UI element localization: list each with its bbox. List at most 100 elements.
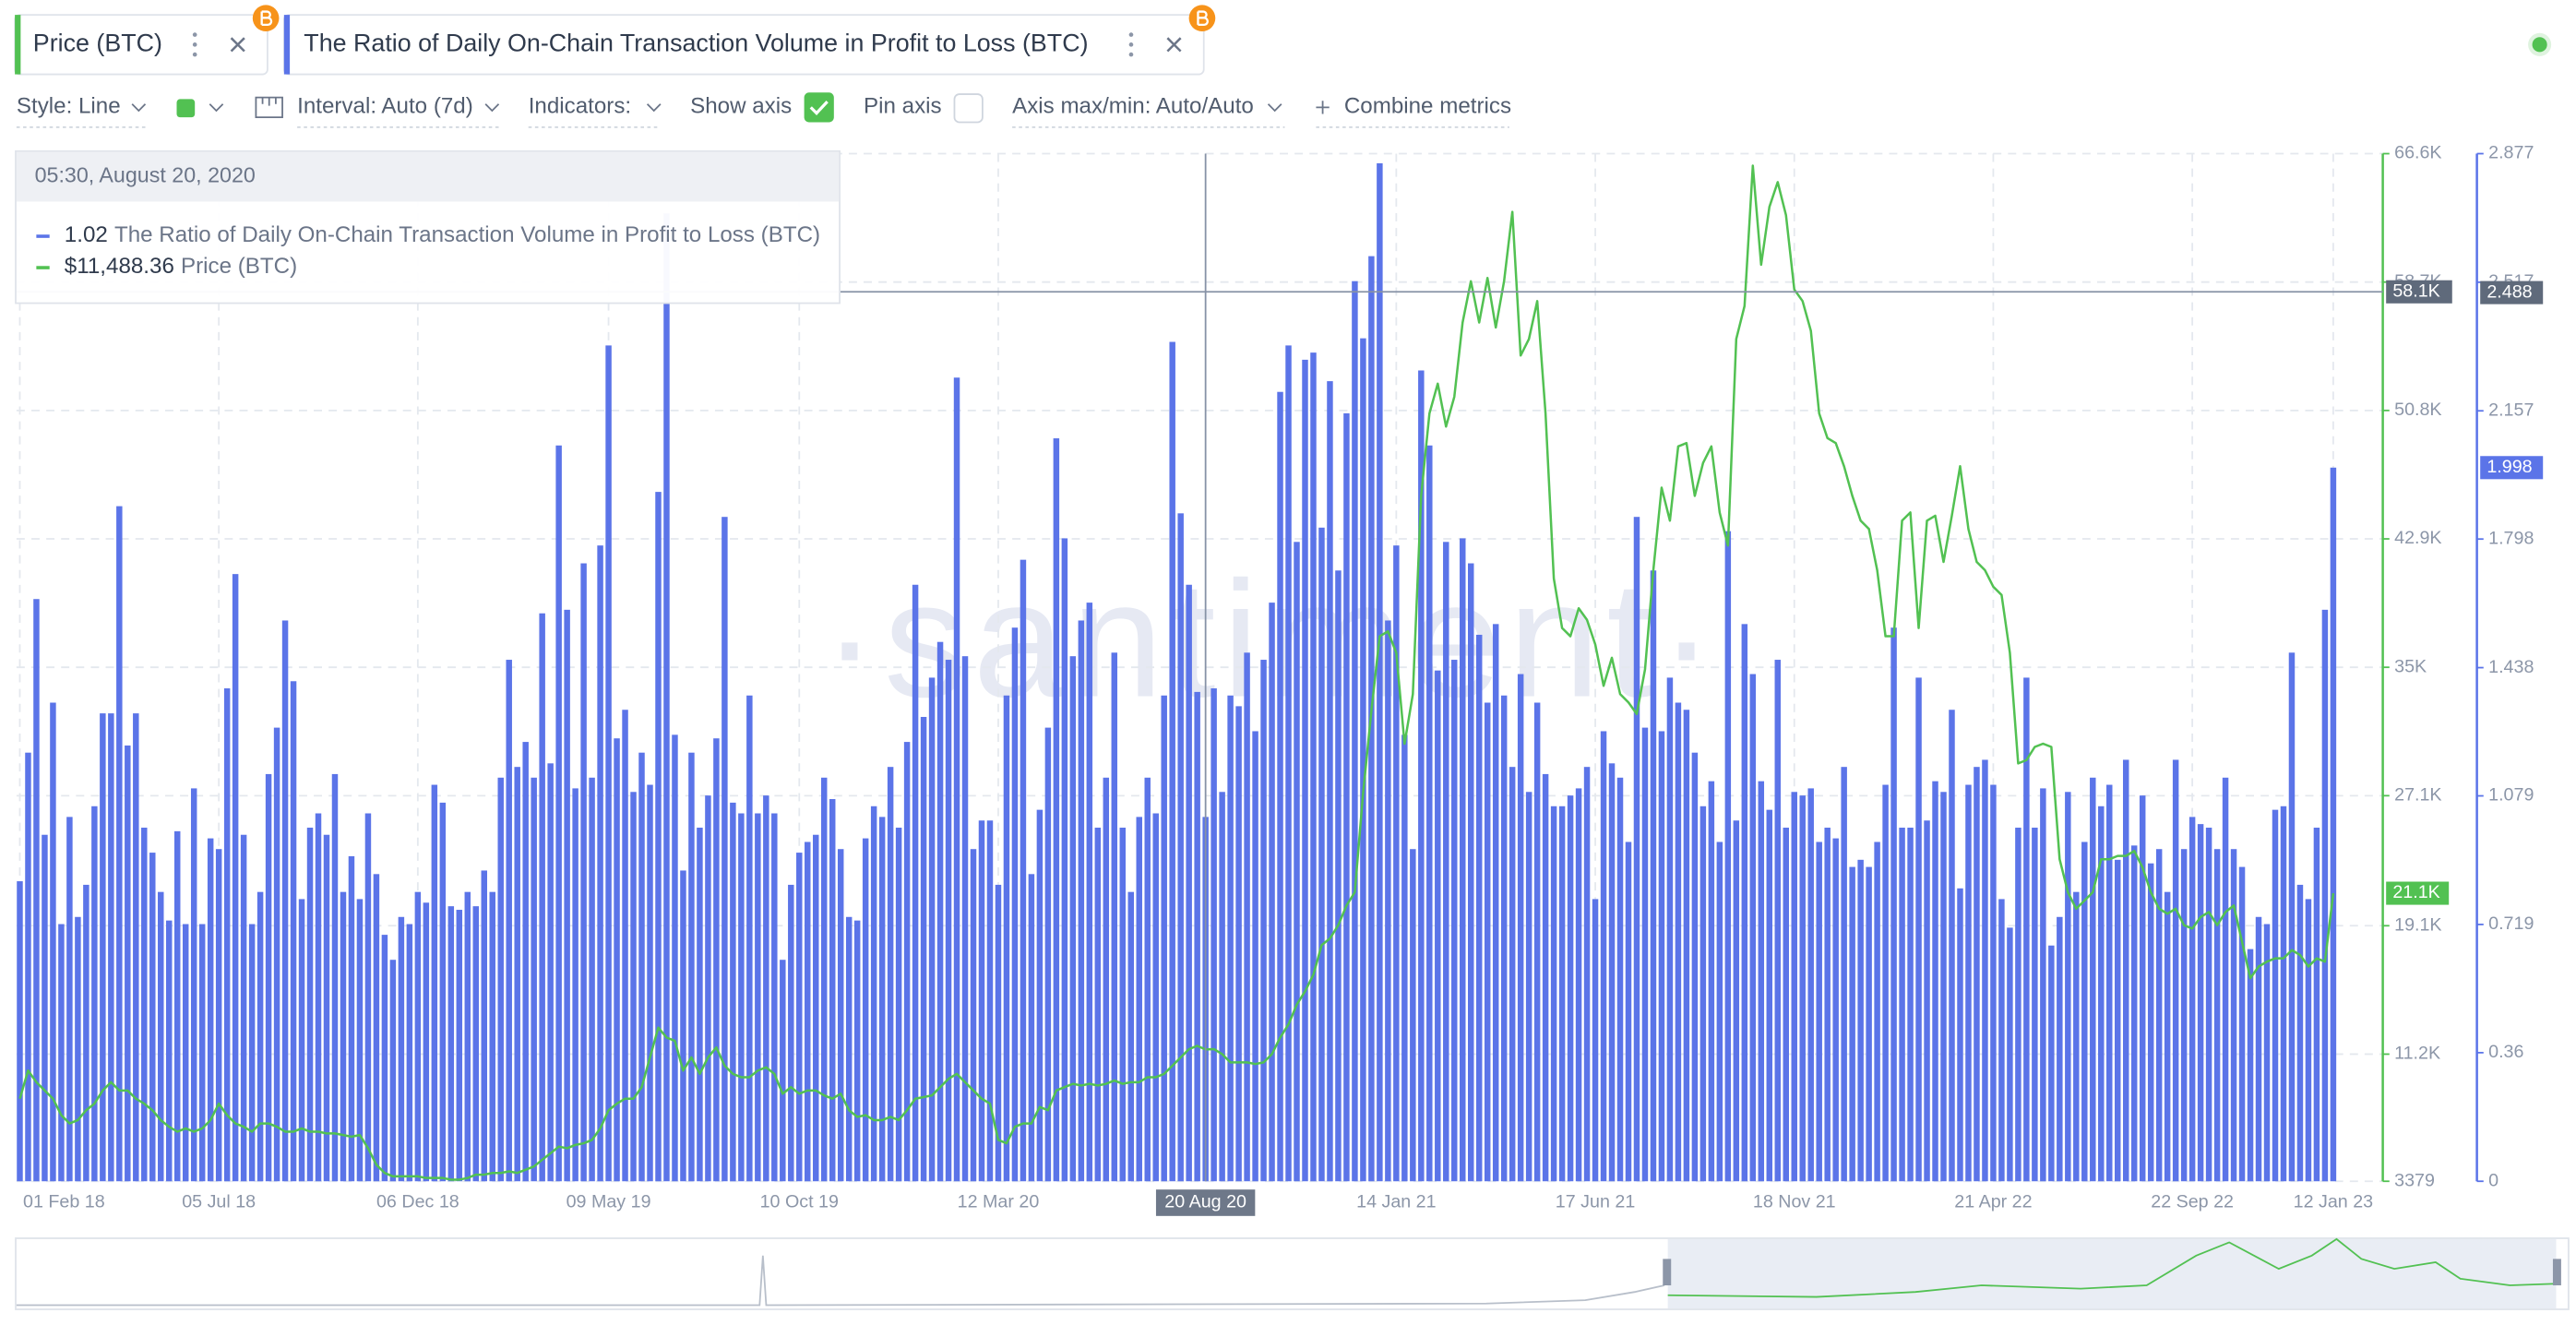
interval-select[interactable]: Interval: Auto (7d) [297, 94, 473, 119]
bar [1210, 688, 1217, 1182]
bar [25, 752, 31, 1182]
tab-bar: Price (BTC) The Ratio of Daily On-Chain … [14, 5, 2552, 76]
crosshair-x-label-bg [1155, 1189, 1256, 1216]
navigator-handle[interactable] [2552, 1259, 2561, 1286]
bar [1310, 352, 1317, 1182]
indicators-select[interactable]: Indicators: [529, 94, 631, 119]
bar [223, 688, 231, 1182]
bar [1749, 674, 1757, 1182]
navigator-selection[interactable] [1667, 1238, 2557, 1309]
bar [1410, 849, 1416, 1182]
bar [580, 563, 587, 1182]
bar [2197, 824, 2204, 1182]
bar [928, 677, 936, 1182]
menu-icon[interactable] [192, 32, 197, 57]
bar [1733, 820, 1740, 1182]
bar [1699, 806, 1707, 1182]
bar [1683, 710, 1690, 1182]
bar [514, 767, 520, 1182]
bar [1741, 624, 1748, 1182]
tooltip-value: 1.02 [65, 222, 108, 247]
bar [2065, 792, 2071, 1182]
bar [1857, 859, 1864, 1182]
bar [190, 788, 197, 1182]
last-value-label-bg [2386, 881, 2450, 905]
bar [50, 702, 56, 1182]
y-tick-label: 27.1K [2394, 785, 2441, 806]
bar [555, 445, 562, 1182]
bar [1103, 777, 1110, 1182]
bar [1094, 827, 1102, 1182]
menu-icon[interactable] [1128, 32, 1134, 57]
color-swatch[interactable] [176, 99, 196, 118]
bar [472, 906, 480, 1182]
bar [1451, 660, 1458, 1182]
bar [788, 884, 794, 1182]
bar [1418, 370, 1425, 1182]
check-mark [809, 101, 829, 115]
bar [1327, 381, 1333, 1182]
navigator[interactable] [15, 1237, 2570, 1310]
bar [431, 784, 438, 1182]
close-icon[interactable] [230, 37, 245, 53]
bar [1111, 652, 1118, 1182]
bar [281, 620, 289, 1182]
pin-axis-checkbox[interactable] [953, 93, 984, 124]
bar [1011, 627, 1019, 1182]
tab-accent [15, 15, 21, 75]
bar [1435, 670, 1441, 1182]
bar [1807, 788, 1814, 1182]
pin-axis-label: Pin axis [864, 94, 942, 119]
bar [805, 842, 811, 1182]
crosshair-y2-label: 2.488 [2487, 281, 2532, 302]
bar [1335, 570, 1342, 1182]
bar [1575, 788, 1582, 1182]
bar [1235, 706, 1242, 1182]
bar [1302, 359, 1308, 1182]
bar [1633, 517, 1640, 1182]
bar [961, 656, 969, 1182]
bar [1144, 777, 1151, 1182]
bar [2305, 899, 2312, 1182]
bar [75, 916, 81, 1182]
bar [414, 891, 422, 1182]
bar [1194, 691, 1200, 1182]
bar [2015, 827, 2021, 1182]
bar [780, 960, 786, 1182]
bar [1443, 542, 1449, 1182]
show-axis-checkbox[interactable] [804, 92, 834, 123]
combine-metrics-button[interactable]: Combine metrics [1344, 94, 1511, 119]
navigator-handle[interactable] [1663, 1259, 1672, 1286]
bar [447, 906, 455, 1182]
bar [738, 813, 745, 1182]
bar [17, 881, 23, 1182]
bitcoin-glyph [1197, 10, 1209, 27]
bar [1377, 162, 1383, 1182]
tooltip-date: 05:30, August 20, 2020 [35, 163, 256, 187]
bar [1136, 817, 1142, 1182]
bitcoin-glyph [260, 10, 273, 27]
bar [108, 713, 114, 1182]
bar [564, 609, 570, 1182]
bar [705, 795, 711, 1182]
bar [66, 817, 73, 1182]
bar [2081, 842, 2088, 1182]
style-select[interactable]: Style: Line [17, 94, 121, 119]
bar [2313, 827, 2320, 1182]
bar [1186, 584, 1192, 1182]
bar [1161, 695, 1167, 1182]
bar [489, 891, 495, 1182]
close-icon[interactable] [1166, 37, 1182, 53]
bar [1152, 813, 1159, 1182]
chevron [484, 103, 500, 113]
y2-tick-label: 1.079 [2488, 785, 2534, 806]
bar [638, 752, 645, 1182]
bar [1600, 731, 1607, 1182]
axis-minmax-select[interactable]: Axis max/min: Auto/Auto [1012, 94, 1254, 119]
bar [1824, 827, 1831, 1182]
bar [605, 345, 612, 1182]
bar [1716, 842, 1723, 1182]
bar [2180, 849, 2188, 1182]
x-tick-label: 05 Jul 18 [182, 1192, 256, 1212]
